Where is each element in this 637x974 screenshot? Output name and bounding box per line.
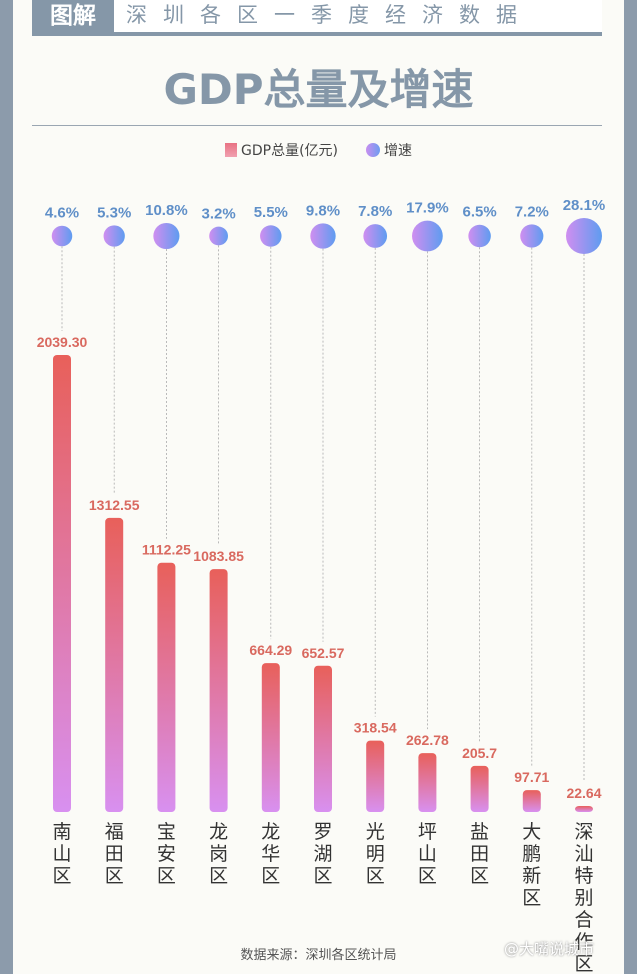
gdp-bar: [314, 665, 332, 812]
header-subtitle: 深圳各区一季度经济数据: [126, 3, 533, 27]
legend-gdp-swatch: [225, 143, 237, 157]
category-label-char: 区: [105, 865, 124, 887]
chart-title: GDP总量及增速: [163, 65, 474, 114]
growth-bubble: [412, 220, 443, 252]
gdp-value-label: 262.78: [406, 732, 449, 748]
gdp-value-label: 22.64: [566, 785, 601, 801]
category-label-char: 明: [366, 843, 385, 865]
category-label-char: 安: [157, 843, 176, 865]
gdp-bar: [209, 569, 228, 812]
legend-growth-swatch: [366, 143, 380, 157]
category-label-char: 光: [366, 821, 385, 843]
category-label-char: 特: [574, 865, 593, 887]
category-label-char: 南: [52, 821, 71, 843]
category-label-char: 新: [522, 865, 541, 887]
growth-value-label: 7.2%: [515, 203, 549, 220]
growth-value-label: 9.8%: [306, 202, 340, 219]
gdp-bar: [105, 517, 124, 812]
growth-bubble: [310, 223, 336, 249]
header-banner: 图解 深圳各区一季度经济数据: [32, 0, 602, 36]
chart-legend: GDP总量(亿元) 增速: [0, 140, 637, 160]
gdp-bar: [418, 753, 437, 812]
category-label-char: 华: [261, 843, 280, 865]
growth-bubble: [103, 225, 125, 247]
growth-value-label: 5.5%: [254, 204, 288, 221]
gdp-value-label: 2039.30: [37, 334, 88, 350]
category-label-char: 罗: [313, 821, 332, 843]
gdp-bar: [261, 663, 280, 812]
growth-value-label: 4.6%: [45, 205, 79, 222]
category-label-char: 山: [418, 843, 437, 865]
gdp-value-label: 97.71: [514, 769, 549, 785]
growth-value-label: 6.5%: [462, 204, 496, 221]
growth-bubble: [153, 222, 180, 250]
gdp-bar: [157, 562, 176, 812]
category-label-char: 宝: [157, 821, 176, 843]
category-label-char: 区: [418, 865, 437, 887]
category-label-char: 区: [313, 865, 332, 887]
growth-value-label: 17.9%: [406, 200, 449, 217]
category-label-char: 大: [522, 821, 541, 843]
gdp-value-label: 1312.55: [89, 497, 140, 513]
category-label-char: 盐: [470, 821, 489, 843]
gdp-bar: [522, 790, 541, 812]
gdp-bar: [470, 765, 489, 812]
growth-bubble: [260, 225, 282, 247]
header-tag: 图解: [32, 0, 114, 32]
gdp-value-label: 664.29: [249, 642, 292, 658]
growth-bubble: [51, 225, 73, 247]
gdp-bar: [53, 355, 71, 812]
gdp-bar: [575, 806, 593, 812]
category-label-char: 龙: [209, 821, 228, 843]
category-label-char: 合: [574, 909, 593, 931]
category-label-char: 区: [574, 953, 593, 974]
growth-value-label: 5.3%: [97, 204, 131, 221]
category-label-char: 别: [574, 887, 593, 909]
category-label-char: 深: [574, 821, 593, 843]
growth-bubble: [363, 224, 388, 248]
category-label-char: 区: [470, 865, 489, 887]
growth-value-label: 3.2%: [201, 206, 235, 223]
category-label-char: 区: [261, 865, 280, 887]
category-label-char: 区: [157, 865, 176, 887]
title-divider: [32, 125, 602, 126]
growth-value-label: 10.8%: [145, 202, 188, 219]
category-label-char: 湖: [313, 843, 332, 865]
gdp-value-label: 205.7: [462, 745, 497, 761]
gdp-value-label: 318.54: [354, 720, 397, 736]
growth-value-label: 7.8%: [358, 203, 392, 220]
gdp-bar: [366, 740, 385, 812]
category-label-char: 田: [470, 843, 489, 865]
growth-bubble: [566, 218, 602, 254]
category-label-char: 坪: [418, 821, 437, 843]
data-source: 数据来源：深圳各区统计局: [240, 948, 397, 963]
category-label-char: 作: [574, 931, 593, 953]
gdp-value-label: 652.57: [302, 645, 345, 661]
category-label-char: 田: [105, 843, 124, 865]
category-label-char: 岗: [209, 843, 228, 865]
category-label-char: 鹏: [522, 843, 541, 865]
legend-growth-label: 增速: [384, 143, 412, 159]
gdp-value-label: 1083.85: [193, 548, 244, 564]
category-label-char: 区: [52, 865, 71, 887]
category-label-char: 山: [52, 843, 71, 865]
category-label-char: 龙: [261, 821, 280, 843]
growth-bubble: [468, 224, 491, 248]
category-label-char: 汕: [574, 843, 593, 865]
watermark: @大嘴说城市: [504, 940, 595, 958]
category-label-char: 区: [522, 887, 541, 909]
gdp-value-label: 1112.25: [142, 542, 191, 558]
legend-gdp-label: GDP总量(亿元): [241, 143, 338, 159]
category-label-char: 福: [105, 821, 124, 843]
growth-bubble: [209, 226, 228, 246]
growth-value-label: 28.1%: [563, 197, 606, 214]
category-label-char: 区: [366, 865, 385, 887]
growth-bubble: [520, 224, 544, 248]
category-label-char: 区: [209, 865, 228, 887]
